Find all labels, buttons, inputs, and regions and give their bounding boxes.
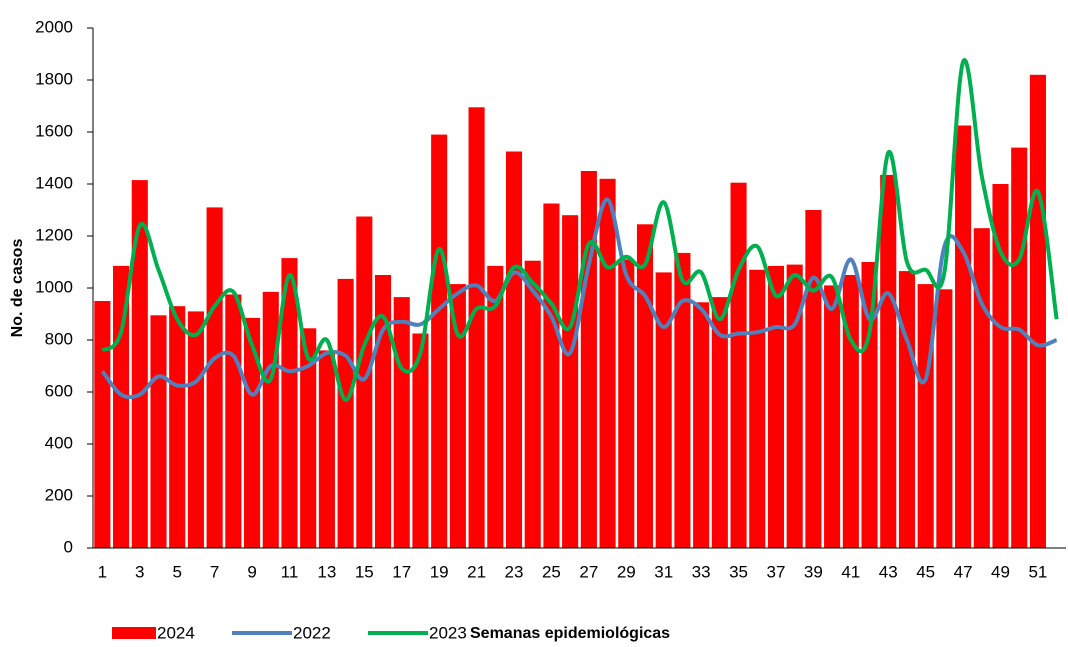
x-tick-label: 47	[954, 562, 973, 581]
line-series	[100, 197, 1058, 400]
bar	[356, 216, 373, 548]
x-tick-label: 49	[991, 562, 1010, 581]
y-tick-label: 1200	[35, 225, 73, 244]
bar	[468, 107, 485, 549]
y-tick-label: 400	[45, 433, 73, 452]
bar	[206, 207, 223, 548]
bar	[169, 306, 186, 548]
x-tick-label: 23	[505, 562, 524, 581]
x-tick-label: 45	[916, 562, 935, 581]
bar	[431, 134, 448, 548]
x-tick-label: 19	[430, 562, 449, 581]
bar	[244, 317, 261, 548]
x-tick-label: 11	[281, 562, 299, 581]
x-tick-label: 25	[542, 562, 561, 581]
bar	[1029, 74, 1046, 549]
bar	[318, 350, 335, 548]
bar	[655, 272, 672, 548]
bar	[113, 265, 130, 548]
bar	[711, 297, 728, 548]
bar	[412, 333, 429, 548]
x-tick-label: 7	[210, 562, 219, 581]
bar	[562, 215, 579, 548]
x-tick-label: 13	[317, 562, 336, 581]
bar	[898, 271, 915, 548]
bar	[805, 210, 822, 548]
x-tick-label: 21	[467, 562, 486, 581]
y-axis-label: No. de casos	[9, 239, 26, 338]
bar	[749, 269, 766, 548]
bar	[618, 259, 635, 548]
y-tick-label: 0	[64, 537, 73, 556]
legend-label: 2024	[157, 623, 195, 642]
y-tick-label: 2000	[35, 17, 73, 36]
bar	[225, 294, 242, 548]
x-tick-label: 9	[247, 562, 256, 581]
bar	[393, 297, 410, 548]
x-tick-label: 33	[692, 562, 711, 581]
bar	[973, 228, 990, 548]
y-tick-label: 1800	[35, 69, 73, 88]
bar	[674, 252, 691, 548]
x-tick-label: 35	[729, 562, 748, 581]
bar	[767, 265, 785, 548]
bar	[861, 262, 878, 548]
bar	[955, 125, 972, 548]
x-tick-label: 43	[879, 562, 898, 581]
x-tick-label: 39	[804, 562, 823, 581]
bar	[730, 182, 747, 548]
bar	[693, 302, 710, 548]
y-tick-label: 800	[45, 329, 73, 348]
x-tick-label: 51	[1028, 562, 1047, 581]
y-tick-label: 1600	[35, 121, 73, 140]
y-tick-label: 1400	[35, 173, 73, 192]
y-tick-label: 600	[45, 381, 73, 400]
x-tick-label: 27	[579, 562, 598, 581]
x-tick-label: 37	[767, 562, 786, 581]
line-series	[100, 58, 1059, 402]
x-tick-label: 15	[355, 562, 374, 581]
bar	[131, 180, 148, 548]
bar	[543, 203, 560, 548]
bar	[262, 291, 279, 548]
bar	[880, 174, 897, 548]
y-tick-label: 1000	[35, 277, 73, 296]
bar	[524, 260, 541, 548]
legend-swatch	[112, 627, 156, 639]
legend-label: 2023	[429, 623, 467, 642]
bar	[187, 311, 204, 548]
bar	[636, 224, 654, 549]
x-tick-label: 5	[172, 562, 181, 581]
bar	[917, 284, 934, 548]
bar	[580, 171, 597, 548]
x-tick-label: 31	[654, 562, 673, 581]
bar	[992, 184, 1009, 548]
bar	[505, 151, 523, 548]
bar	[936, 289, 953, 548]
x-tick-label: 29	[617, 562, 636, 581]
bar	[449, 284, 466, 548]
bar	[150, 315, 167, 548]
x-tick-label: 1	[98, 562, 107, 581]
bar	[786, 264, 803, 548]
bar	[824, 285, 841, 548]
bar	[281, 258, 298, 548]
bar	[599, 178, 616, 549]
x-tick-label: 3	[135, 562, 144, 581]
bar	[1011, 147, 1028, 548]
bar	[300, 328, 317, 548]
bar	[337, 278, 354, 548]
bar	[94, 301, 111, 548]
x-tick-label: 17	[392, 562, 411, 581]
legend-label: 2022	[293, 623, 331, 642]
x-axis-label: Semanas epidemiológicas	[470, 625, 670, 642]
x-tick-label: 41	[841, 562, 860, 581]
bar	[487, 265, 504, 548]
y-tick-label: 200	[45, 485, 73, 504]
